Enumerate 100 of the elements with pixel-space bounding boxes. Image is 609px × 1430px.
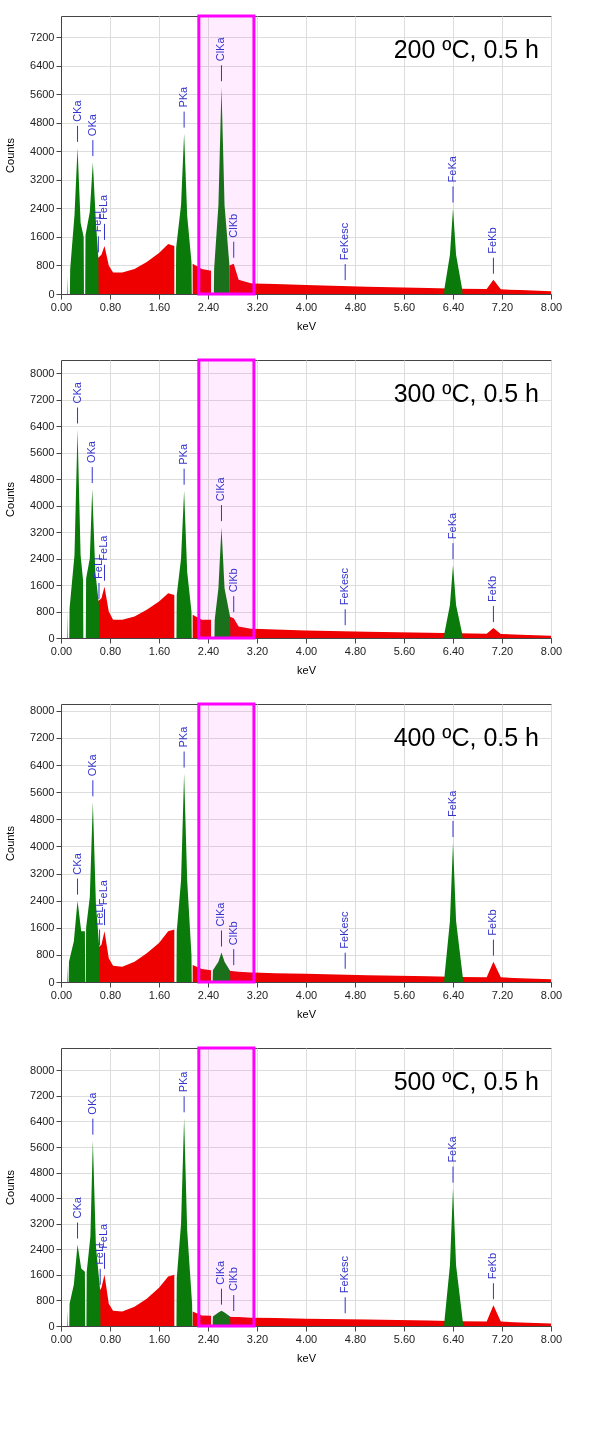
x-tick-label: 4.00	[295, 988, 318, 1001]
x-tick-label: 1.60	[148, 988, 171, 1001]
y-tick-label: 800	[36, 948, 55, 961]
y-tick-label: 1600	[30, 230, 55, 243]
annotation: FeKb	[486, 909, 499, 936]
x-tick-label: 3.20	[246, 644, 269, 657]
y-tick-label: 800	[36, 605, 55, 618]
x-tick-label: 7.20	[491, 988, 514, 1001]
x-axis-title: keV	[297, 319, 317, 332]
annotation: FeKesc	[338, 1255, 351, 1294]
y-axis-title: Counts	[4, 481, 17, 517]
y-tick-label: 0	[48, 1319, 55, 1332]
y-tick-label: 6400	[30, 419, 55, 432]
text: 200 ºC, 0.5 h	[393, 34, 539, 63]
x-tick-label: 3.20	[246, 300, 269, 313]
y-tick-label: 4800	[30, 812, 55, 825]
y-tick-label: 5600	[30, 87, 55, 100]
y-tick-label: 3200	[30, 867, 55, 880]
x-tick-label: 1.60	[148, 1332, 171, 1345]
y-tick-label: 8000	[30, 1063, 55, 1076]
annotation: OKa	[85, 113, 98, 137]
x-tick-label: 0.00	[50, 1332, 73, 1345]
annotation: FeKb	[486, 1252, 499, 1280]
x-tick-label: 0.00	[50, 988, 73, 1001]
text: 300 ºC, 0.5 h	[393, 378, 539, 407]
y-tick-label: 7200	[30, 393, 55, 406]
x-tick-label: 6.40	[442, 300, 465, 313]
x-tick-label: 8.00	[540, 1332, 563, 1345]
annotation: OKa	[85, 753, 98, 777]
x-tick-label: 5.60	[393, 644, 416, 657]
x-tick-label: 2.40	[197, 644, 220, 657]
text: 500 ºC, 0.5 h	[393, 1066, 539, 1095]
x-tick-label: 8.00	[540, 988, 563, 1001]
x-tick-label: 4.80	[344, 988, 367, 1001]
annotation: ClKb	[226, 921, 239, 946]
y-axis-title: Counts	[4, 825, 17, 861]
annotation: PKa	[177, 85, 190, 108]
y-tick-label: 6400	[30, 1114, 55, 1127]
annotation: CKa	[70, 381, 83, 404]
annotation: FeKa	[446, 155, 458, 183]
annotation: FeLl	[92, 904, 105, 926]
x-tick-label: 2.40	[197, 300, 220, 313]
y-tick-label: 4800	[30, 472, 55, 485]
annotation: FeKesc	[338, 567, 351, 606]
y-axis-title: Counts	[4, 1169, 17, 1205]
y-axis-title: Counts	[4, 137, 17, 173]
annotation: PKa	[177, 725, 190, 748]
x-tick-label: 4.80	[344, 1332, 367, 1345]
x-axis-title: keV	[297, 1351, 317, 1364]
y-tick-label: 3200	[30, 525, 55, 538]
x-tick-label: 7.20	[491, 1332, 514, 1345]
x-tick-label: 4.00	[295, 644, 318, 657]
x-tick-label: 7.20	[491, 300, 514, 313]
x-tick-label: 8.00	[540, 644, 563, 657]
annotation: FeKb	[486, 227, 499, 254]
annotation: ClKa	[214, 36, 227, 62]
y-tick-label: 4000	[30, 144, 55, 157]
y-tick-label: 1600	[30, 921, 55, 934]
y-tick-label: 5600	[30, 1140, 55, 1153]
annotation: ClKa	[214, 1259, 227, 1285]
x-tick-label: 8.00	[540, 300, 563, 313]
annotation: FeKesc	[338, 910, 351, 949]
y-tick-label: 1600	[30, 1268, 55, 1281]
x-tick-label: 0.80	[99, 1332, 122, 1345]
annotation: FeKesc	[338, 222, 351, 261]
y-tick-label: 4000	[30, 499, 55, 512]
y-tick-label: 6400	[30, 758, 55, 771]
annotation: ClKa	[214, 901, 227, 927]
y-tick-label: 4800	[30, 1166, 55, 1179]
annotation: FeKb	[486, 575, 499, 603]
annotation: CKa	[70, 1196, 83, 1219]
x-tick-label: 4.80	[344, 300, 367, 313]
y-tick-label: 8000	[30, 366, 55, 379]
y-tick-label: 7200	[30, 30, 55, 43]
annotation: ClKb	[226, 568, 239, 593]
x-tick-label: 0.80	[99, 300, 122, 313]
x-tick-label: 6.40	[442, 988, 465, 1001]
y-tick-label: 1600	[30, 578, 55, 591]
x-tick-label: 5.60	[393, 300, 416, 313]
x-axis-title: keV	[297, 1007, 317, 1020]
x-tick-label: 4.80	[344, 644, 367, 657]
annotation: CKa	[70, 852, 83, 875]
x-tick-label: 4.00	[295, 300, 318, 313]
y-tick-label: 2400	[30, 201, 55, 214]
y-tick-label: 800	[36, 258, 55, 271]
x-tick-label: 3.20	[246, 988, 269, 1001]
annotation: OKa	[85, 1091, 98, 1115]
y-tick-label: 0	[48, 287, 55, 300]
x-tick-label: 0.80	[99, 644, 122, 657]
x-tick-label: 0.80	[99, 988, 122, 1001]
x-tick-label: 2.40	[197, 1332, 220, 1345]
y-tick-label: 3200	[30, 173, 55, 186]
y-tick-label: 7200	[30, 1089, 55, 1102]
y-tick-label: 0	[48, 631, 55, 644]
annotation: PKa	[177, 443, 190, 465]
annotation: FeKa	[446, 1135, 458, 1163]
y-tick-label: 4000	[30, 1191, 55, 1204]
y-tick-label: 3200	[30, 1217, 55, 1230]
x-tick-label: 0.00	[50, 300, 73, 313]
y-tick-label: 7200	[30, 731, 55, 744]
